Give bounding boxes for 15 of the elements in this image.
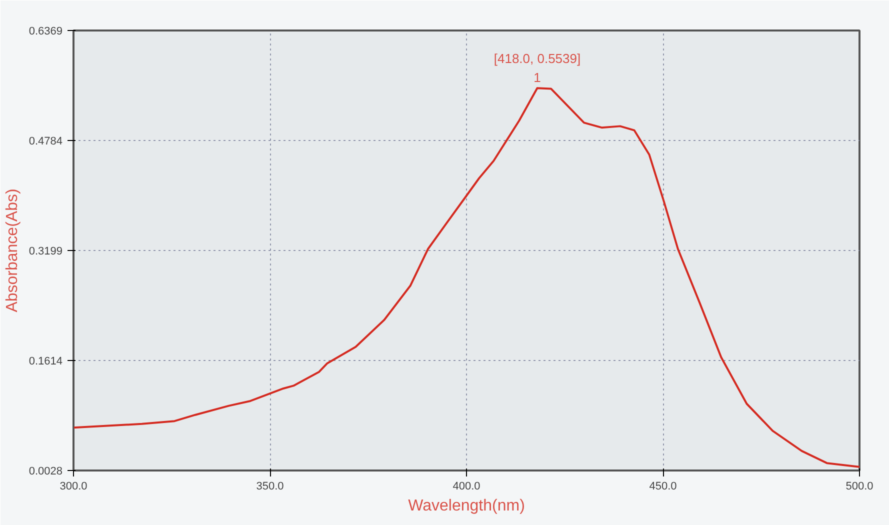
x-tick-label: 350.0 bbox=[256, 480, 284, 492]
annotation: [418.0, 0.5539] bbox=[494, 51, 581, 66]
y-axis-title: Absorbance(Abs) bbox=[4, 188, 21, 312]
x-axis-title: Wavelength(nm) bbox=[408, 498, 525, 514]
y-tick-label: 0.4784 bbox=[28, 135, 63, 148]
x-tick-label: 450.0 bbox=[649, 480, 677, 492]
line-series bbox=[74, 87, 860, 468]
y-tick-label: 0.0028 bbox=[28, 466, 63, 478]
y-tick-label: 0.6369 bbox=[28, 26, 63, 38]
y-tick-label: 0.3199 bbox=[28, 245, 63, 258]
x-tick-label: 500.0 bbox=[846, 480, 874, 492]
y-tick-label: 0.1614 bbox=[28, 355, 63, 368]
x-tick-label: 300.0 bbox=[60, 480, 88, 492]
x-tick-label: 400.0 bbox=[452, 480, 480, 492]
annotation: 1 bbox=[534, 70, 541, 86]
